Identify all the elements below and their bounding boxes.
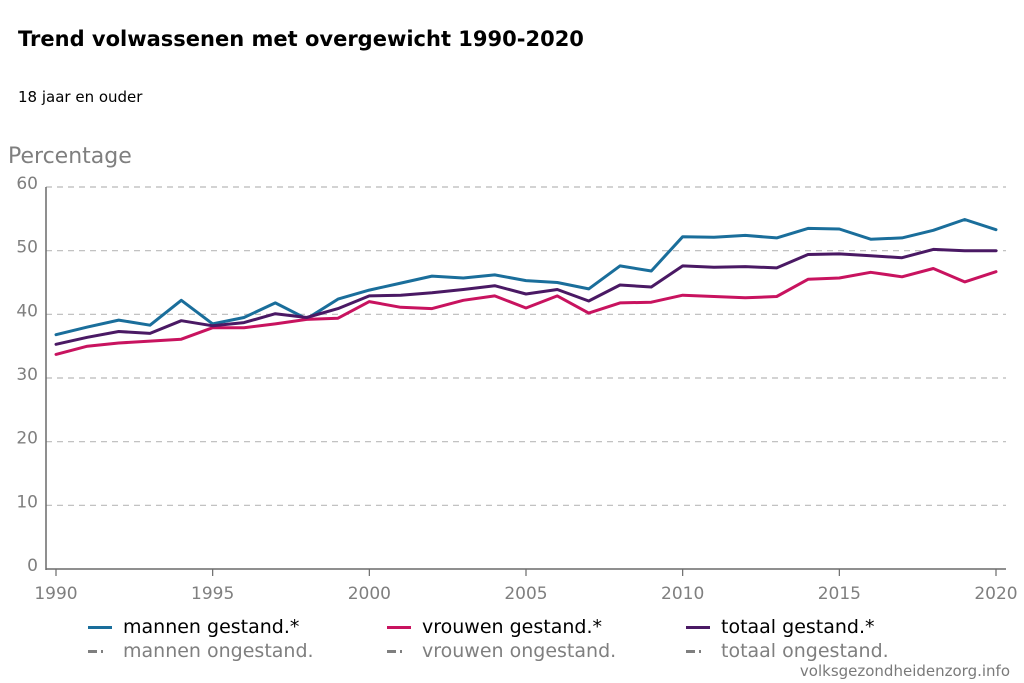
- x-tick-label: 2000: [348, 584, 391, 604]
- y-tick-label: 40: [16, 301, 38, 321]
- chart-title: Trend volwassenen met overgewicht 1990-2…: [18, 27, 584, 51]
- y-axis-label: Percentage: [8, 144, 132, 169]
- y-tick-label: 0: [27, 556, 38, 576]
- x-tick-label: 2010: [661, 584, 704, 604]
- series-line-totaal[interactable]: [54, 247, 998, 346]
- x-tick-label: 2005: [504, 584, 547, 604]
- x-tick-label: 2020: [974, 584, 1017, 604]
- y-tick-label: 20: [16, 429, 38, 449]
- y-tick-label: 10: [16, 492, 38, 512]
- series-line-mannen[interactable]: [54, 218, 998, 337]
- chart-subtitle: 18 jaar en ouder: [18, 88, 143, 106]
- y-tick-label: 30: [16, 365, 38, 385]
- x-tick-label: 2015: [818, 584, 861, 604]
- x-tick-label: 1995: [191, 584, 234, 604]
- x-tick-label: 1990: [34, 584, 77, 604]
- y-tick-label: 50: [16, 238, 38, 258]
- y-tick-label: 60: [16, 174, 38, 194]
- source-credit: volksgezondheidenzorg.info: [799, 662, 1010, 680]
